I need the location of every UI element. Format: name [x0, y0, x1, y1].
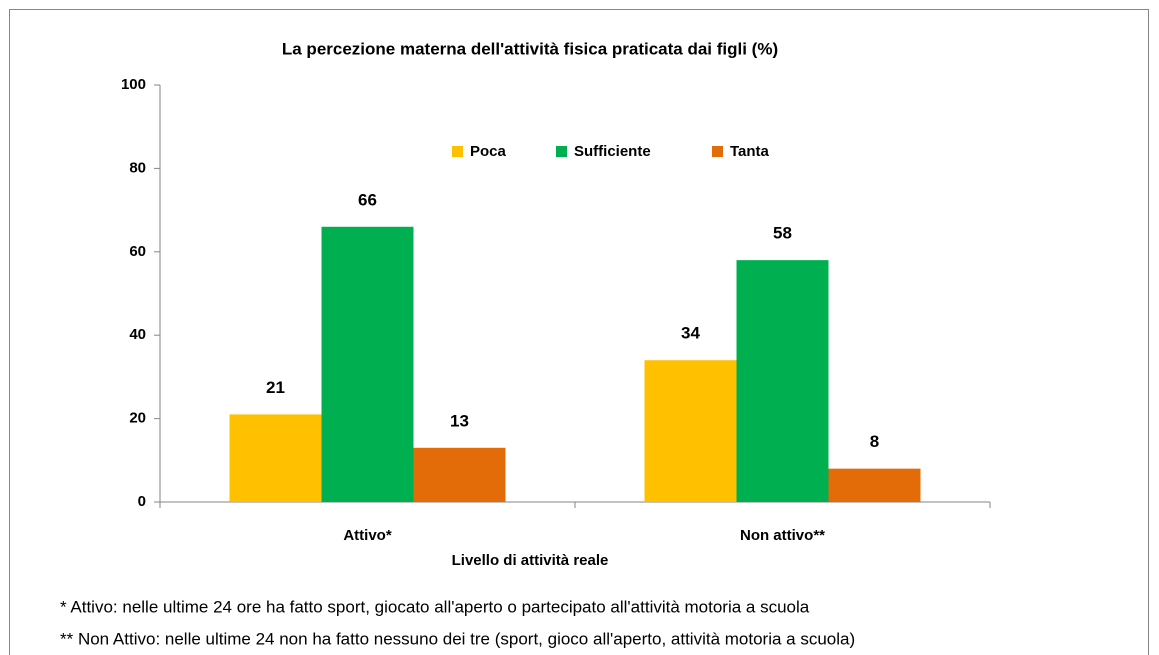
- legend-swatch: [556, 146, 567, 157]
- legend-swatch: [712, 146, 723, 157]
- bar: [736, 260, 829, 502]
- footnote: * Attivo: nelle ultime 24 ore ha fatto s…: [60, 597, 810, 616]
- legend-swatch: [452, 146, 463, 157]
- y-tick-label: 0: [138, 493, 146, 510]
- data-label: 13: [450, 411, 469, 430]
- x-tick-label: Non attivo**: [740, 527, 825, 544]
- data-label: 58: [773, 224, 792, 243]
- legend-label: Sufficiente: [574, 143, 651, 160]
- x-axis-label: Livello di attività reale: [452, 552, 609, 569]
- chart-title: La percezione materna dell'attività fisi…: [282, 39, 778, 58]
- y-tick-label: 20: [129, 410, 146, 427]
- data-label: 66: [358, 190, 377, 209]
- y-tick-label: 40: [129, 326, 146, 343]
- data-label: 8: [870, 432, 879, 451]
- y-tick-label: 80: [129, 159, 146, 176]
- legend-label: Tanta: [730, 143, 770, 160]
- footnote: ** Non Attivo: nelle ultime 24 non ha fa…: [60, 629, 855, 648]
- bar: [644, 360, 737, 502]
- bar: [413, 447, 506, 502]
- bar: [229, 414, 322, 502]
- data-label: 34: [681, 324, 700, 343]
- chart-frame: [9, 9, 1149, 655]
- x-tick-label: Attivo*: [343, 527, 391, 544]
- data-label: 21: [266, 378, 285, 397]
- bar: [828, 468, 921, 502]
- legend-label: Poca: [470, 143, 507, 160]
- y-tick-label: 100: [121, 76, 146, 93]
- y-tick-label: 60: [129, 243, 146, 260]
- bar: [321, 226, 414, 502]
